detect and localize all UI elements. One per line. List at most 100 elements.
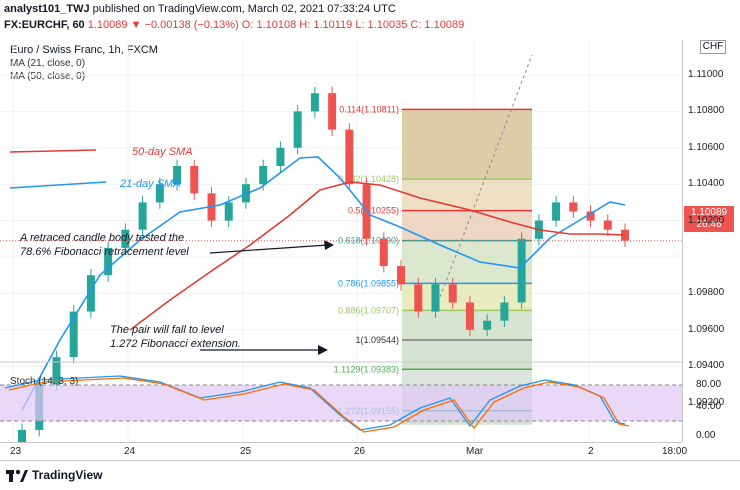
- price-axis[interactable]: [682, 40, 740, 442]
- candle-body: [603, 220, 612, 230]
- logo-text: TradingView: [32, 468, 103, 482]
- candle-countdown: 26:46: [696, 219, 722, 230]
- candle-body: [517, 238, 526, 303]
- candle-body: [190, 166, 199, 194]
- candle-body: [431, 284, 440, 312]
- stoch-tick: 80.00: [696, 379, 722, 390]
- candle-body: [397, 266, 406, 285]
- price-tick: 1.11000: [688, 69, 724, 80]
- candle-body: [155, 184, 164, 203]
- sma21-annotation: 21-day SMA: [119, 178, 181, 190]
- candle-body: [86, 275, 95, 312]
- candle-body: [173, 166, 182, 185]
- fib-level-label: 0.786(1.09855): [338, 278, 399, 288]
- time-label: 23: [10, 446, 22, 457]
- price-tick: 1.10400: [688, 178, 725, 190]
- fib-level-label: 0.5(1.10255): [348, 206, 399, 216]
- candle-body: [224, 202, 233, 221]
- price-tick: 1.10800: [688, 105, 725, 117]
- candle-body: [52, 357, 61, 385]
- fib-zone: [402, 210, 532, 241]
- ma21-line: [21, 156, 626, 411]
- candle-body: [448, 284, 457, 303]
- ticker-line: FX:EURCHF, 60 1.10089 ▼ −0.00138 (−0.13%…: [4, 19, 464, 31]
- candle-body: [500, 302, 509, 321]
- sma21-legend-line: [9, 181, 107, 189]
- ohlc-values: O: 1.10108 H: 1.10119 L: 1.10035 C: 1.10…: [241, 19, 465, 31]
- ma21-legend[interactable]: MA (21, close, 0): [10, 58, 86, 69]
- sma50-annotation: 50-day SMA: [132, 146, 193, 158]
- candle-body: [621, 229, 629, 241]
- time-label: 24: [124, 446, 136, 457]
- tradingview-icon: [6, 469, 28, 482]
- fib-level-label: 1.1129(1.09383): [334, 364, 399, 374]
- candle-body: [104, 247, 113, 276]
- candle-body: [414, 284, 423, 312]
- stoch-d-line: [8, 377, 630, 433]
- candle-body: [586, 211, 595, 221]
- stoch-tick: 40.00: [696, 401, 722, 412]
- fib-zone: [402, 240, 532, 284]
- stoch-tick: 0.00: [696, 430, 716, 441]
- price-tick: 1.10600: [688, 141, 725, 153]
- currency-badge: CHF: [700, 40, 726, 54]
- candle-body: [345, 129, 354, 185]
- stoch-k-line: [4, 375, 626, 431]
- footer: [0, 460, 740, 490]
- candle-body: [293, 111, 302, 148]
- arrow-head-2: [318, 345, 328, 355]
- price-change: −0.00138 (−0.13%): [144, 19, 239, 31]
- fib-zone: [402, 339, 532, 370]
- candle-body: [379, 238, 388, 267]
- arrow-head-1: [324, 240, 334, 250]
- publish-text: published on TradingView.com, March 02, …: [89, 3, 396, 15]
- candle-body: [328, 93, 337, 130]
- candle-body: [276, 147, 285, 166]
- symbol: FX:EURCHF, 60: [4, 19, 85, 31]
- candle-body: [69, 311, 78, 358]
- fib-level-label: 0.382(1.10428): [338, 174, 399, 184]
- time-label: 26: [354, 446, 366, 457]
- last-price: 1.10089: [87, 19, 128, 31]
- candle-body: [18, 429, 26, 442]
- time-label: 18:00: [662, 446, 688, 457]
- candle-body: [483, 320, 492, 330]
- note2-line2: 1.272 Fibonacci extension.: [110, 338, 241, 350]
- price-tick: 1.09800: [688, 287, 725, 299]
- tradingview-logo[interactable]: TradingView: [6, 468, 102, 482]
- price-tick: 1.10200: [688, 214, 725, 226]
- candle-body: [552, 202, 561, 221]
- ma50-legend[interactable]: MA (50, close, 0): [10, 71, 86, 82]
- fib-level-label: 1(1.09544): [355, 335, 399, 345]
- time-label: Mar: [466, 446, 484, 457]
- price-tick: 1.09200: [688, 396, 725, 408]
- current-price-tag: 1.10089 26:46: [684, 206, 734, 232]
- chart-title: Euro / Swiss Franc, 1h, FXCM: [10, 44, 158, 56]
- fib-level-label: 0.114(1.10811): [339, 104, 399, 114]
- candle-body: [310, 93, 319, 112]
- arrow-line-1: [209, 244, 329, 254]
- fib-level-label: 0.886(1.09707): [338, 305, 399, 315]
- author-name[interactable]: analyst101_TWJ: [4, 3, 90, 15]
- time-label: 2: [588, 446, 594, 457]
- fib-zone: [402, 179, 532, 211]
- candle-body: [121, 229, 130, 248]
- ma50-line: [129, 181, 626, 331]
- down-arrow-icon: ▼: [130, 19, 142, 31]
- stoch-legend[interactable]: Stoch (14, 3, 3): [10, 376, 79, 387]
- price-tick: 1.09600: [688, 323, 725, 335]
- fib-zone: [402, 109, 532, 180]
- fib-trend-line: [439, 54, 533, 298]
- price-tick: 1.09400: [688, 360, 725, 372]
- fib-level-label: 0.618(1.10090): [338, 236, 399, 246]
- price-chart[interactable]: 0.114(1.10811) 0.382(1.10428) 0.5(1.10255)…: [0, 40, 682, 442]
- sma50-legend-line: [9, 149, 97, 153]
- note2-line1: The pair will fall to level: [110, 324, 224, 336]
- candle-body: [138, 202, 147, 230]
- time-axis[interactable]: 23 24 25 26 Mar 2 18:00: [0, 442, 687, 460]
- candle-body: [259, 166, 268, 185]
- current-price-value: 1.10089: [690, 207, 728, 218]
- time-label: 25: [240, 446, 252, 457]
- candle-body: [569, 202, 578, 212]
- note1-line2: 78.6% Fibonacci retracement level: [20, 246, 189, 258]
